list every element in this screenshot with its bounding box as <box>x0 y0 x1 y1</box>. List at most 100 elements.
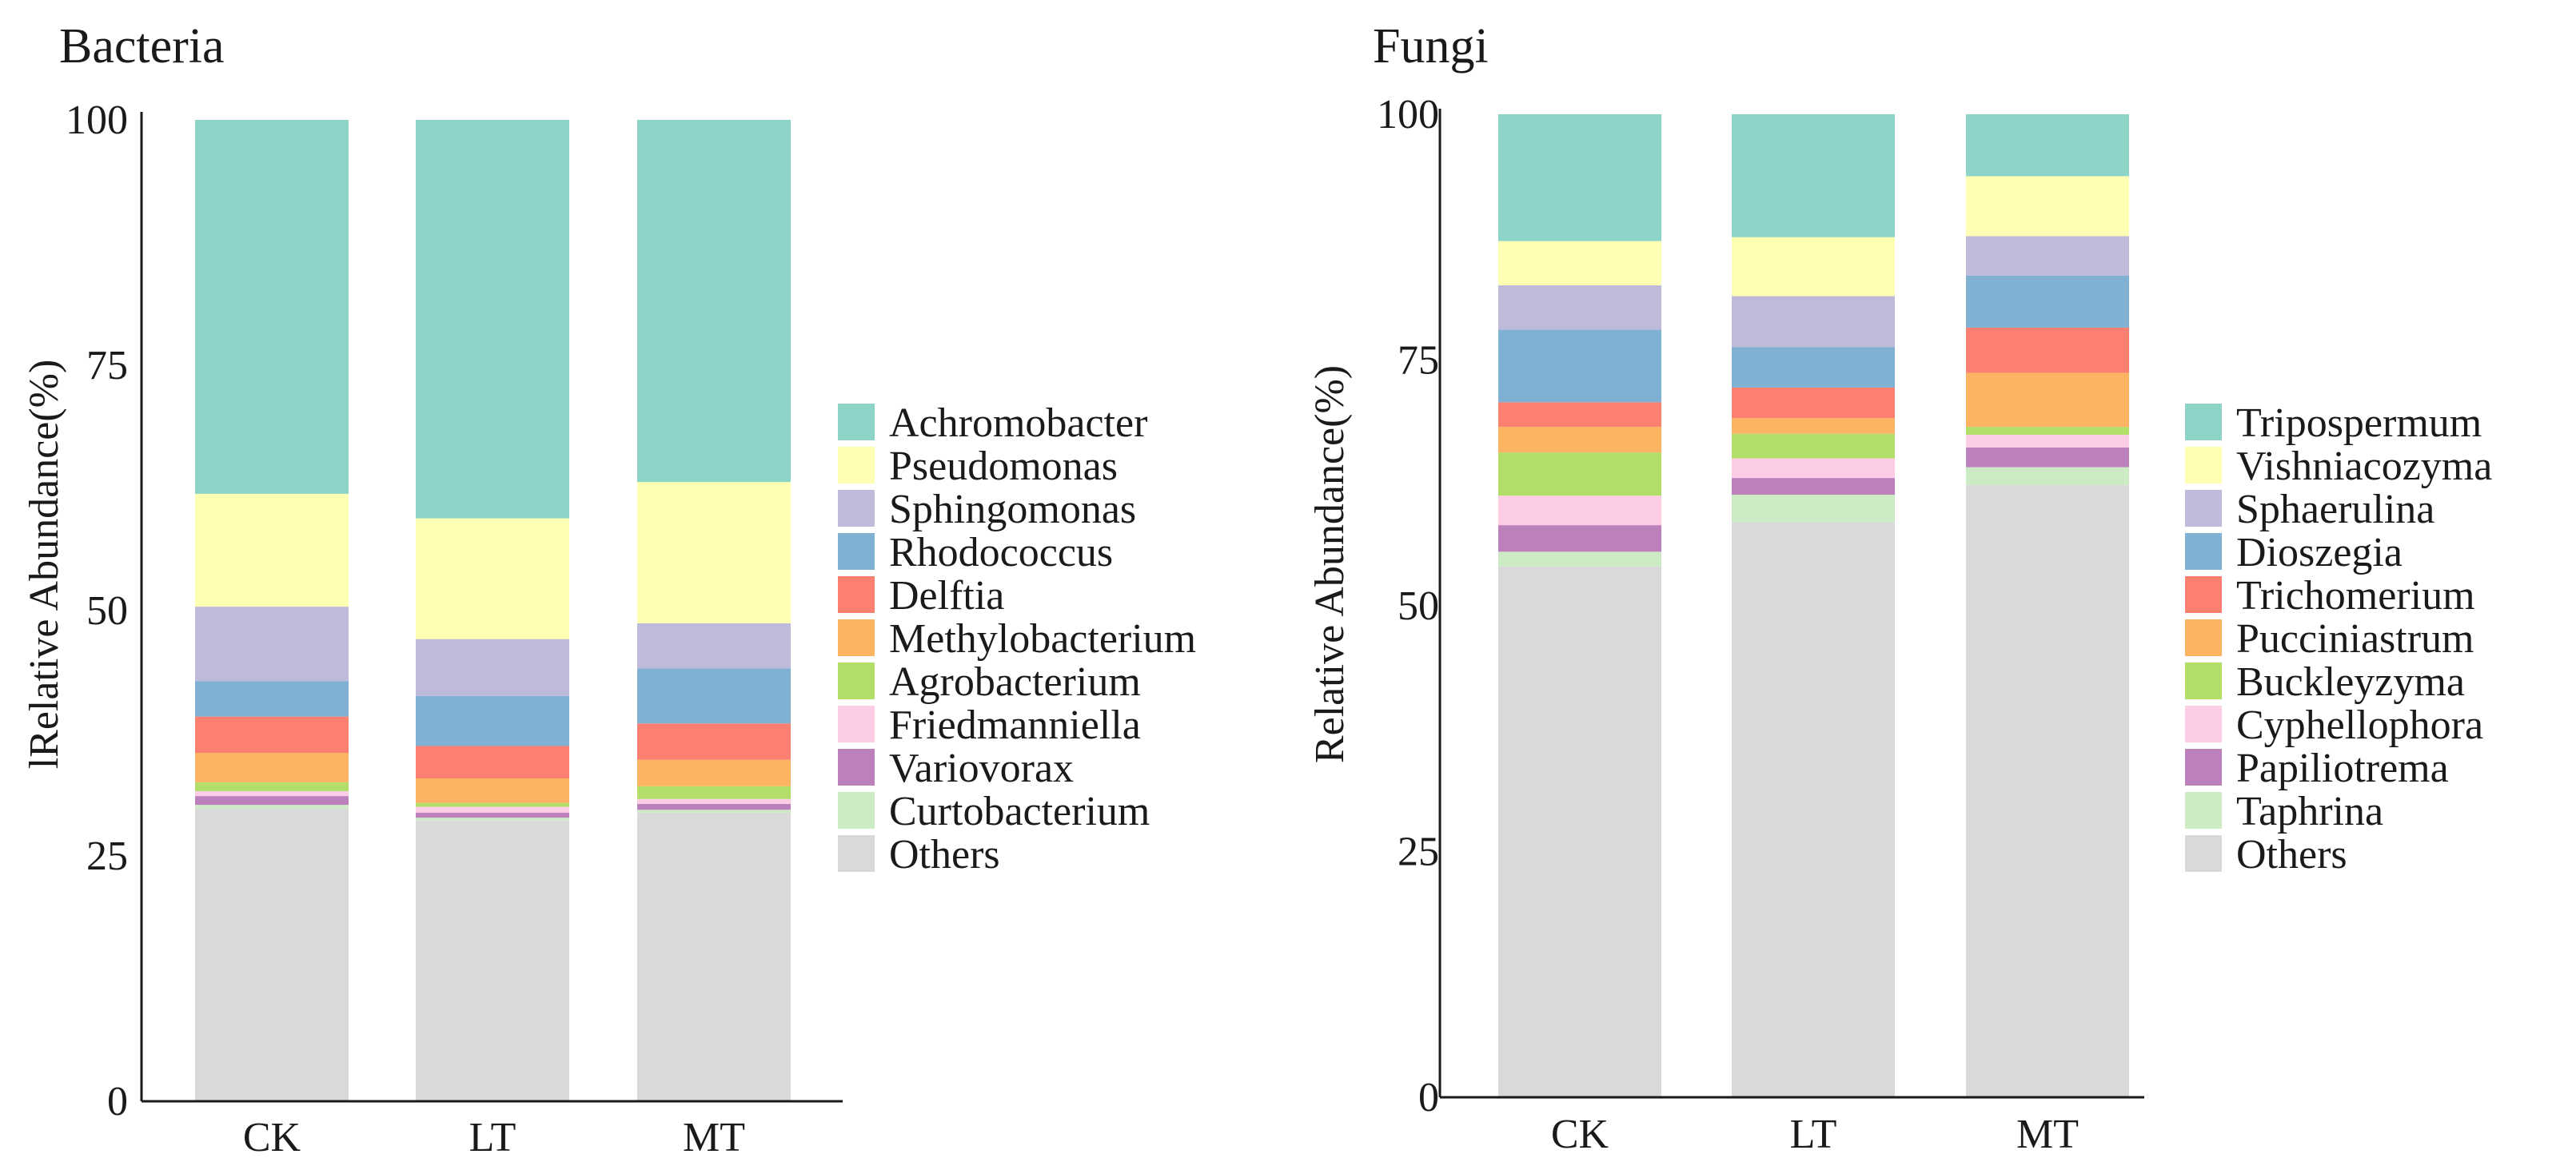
legend-swatch-vishniacozyma <box>2185 447 2222 484</box>
bar-segment-lt-others <box>1732 522 1895 1097</box>
x-tick-label: CK <box>1551 1112 1609 1157</box>
bar-segment-mt-rhodococcus <box>637 668 791 724</box>
legend-swatch-sphaerulina <box>2185 490 2222 527</box>
bar-segment-lt-agrobacterium <box>416 802 569 807</box>
y-tick-label: 0 <box>107 1079 128 1124</box>
legend-swatch-others <box>2185 835 2222 872</box>
bar-segment-ck-achromobacter <box>195 120 349 494</box>
y-tick-label: 100 <box>1377 92 1439 137</box>
legend-label: Buckleyzyma <box>2236 659 2465 705</box>
y-tick-label: 0 <box>1418 1075 1439 1120</box>
bar-segment-mt-taphrina <box>1966 467 2129 485</box>
bar-segment-ck-curtobacterium <box>195 805 349 810</box>
bar-segment-lt-papiliotrema <box>1732 478 1895 495</box>
bar-segment-lt-variovorax <box>416 812 569 818</box>
legend-swatch-achromobacter <box>838 404 875 440</box>
legend-label: Tripospermum <box>2236 400 2482 446</box>
legend-swatch-variovorax <box>838 749 875 786</box>
legend: AchromobacterPseudomonasSphingomonasRhod… <box>838 400 1196 877</box>
bar-segment-ck-agrobacterium <box>195 782 349 791</box>
legend-label: Vishniacozyma <box>2236 444 2492 489</box>
bar-segment-lt-others <box>416 820 569 1101</box>
y-tick-label: 100 <box>66 97 128 143</box>
bar-segment-ck-sphaerulina <box>1498 285 1661 330</box>
legend-label: Cyphellophora <box>2236 702 2483 748</box>
bar-segment-mt-achromobacter <box>637 120 791 483</box>
bar-segment-ck-cyphellophora <box>1498 495 1661 526</box>
legend-label: Papiliotrema <box>2236 746 2449 791</box>
y-tick-label: 25 <box>1398 830 1439 875</box>
bar-segment-mt-delftia <box>637 723 791 760</box>
bacteria-panel: Bacteria lRelative Abundance(%) 0 25 50 75 1… <box>22 19 1196 1160</box>
y-tick-label: 50 <box>1398 583 1439 629</box>
chart-title: Bacteria <box>59 19 225 74</box>
bar-segment-mt-sphingomonas <box>637 623 791 669</box>
legend-swatch-buckleyzyma <box>2185 663 2222 699</box>
bar-segment-ck-others <box>195 809 349 1101</box>
bar-segment-ck-methylobacterium <box>195 753 349 782</box>
bar-segment-mt-trichomerium <box>1966 327 2129 373</box>
y-axis-label: lRelative Abundance(%) <box>22 360 67 770</box>
y-tick-label: 50 <box>86 588 128 634</box>
legend-label: Others <box>889 832 1000 877</box>
bar-stacks <box>1498 114 2129 1097</box>
legend-swatch-curtobacterium <box>838 792 875 829</box>
y-axis-ticks: 0 25 50 75 100 <box>66 97 128 1124</box>
bar-segment-mt-sphaerulina <box>1966 236 2129 276</box>
bar-segment-ck-pucciniastrum <box>1498 427 1661 453</box>
legend-swatch-methylobacterium <box>838 619 875 656</box>
legend-swatch-tripospermum <box>2185 404 2222 440</box>
bar-segment-ck-vishniacozyma <box>1498 241 1661 286</box>
bar-segment-lt-buckleyzyma <box>1732 433 1895 459</box>
legend-label: Sphaerulina <box>2236 487 2434 532</box>
bar-segment-ck-buckleyzyma <box>1498 452 1661 496</box>
bar-segment-mt-dioszegia <box>1966 275 2129 328</box>
fungi-panel: Fungi Relative Abundance(%) 0 25 50 75 100 C… <box>1307 19 2492 1157</box>
bar-segment-mt-vishniacozyma <box>1966 176 2129 237</box>
bar-segment-ck-others <box>1498 566 1661 1097</box>
legend-swatch-trichomerium <box>2185 576 2222 613</box>
x-axis-ticks: CK LT MT <box>1551 1112 2079 1157</box>
legend-label: Achromobacter <box>889 400 1147 446</box>
bar-segment-ck-papiliotrema <box>1498 525 1661 552</box>
bar-segment-mt-agrobacterium <box>637 786 791 799</box>
x-tick-label: CK <box>243 1115 301 1160</box>
x-axis-ticks: CK LT MT <box>243 1115 745 1160</box>
bar-segment-ck-delftia <box>195 716 349 754</box>
bar-segment-lt-methylobacterium <box>416 778 569 803</box>
bar-segment-ck-sphingomonas <box>195 607 349 682</box>
legend-label: Friedmanniella <box>889 702 1141 748</box>
bar-segment-ck-tripospermum <box>1498 114 1661 241</box>
bar-segment-lt-rhodococcus <box>416 695 569 746</box>
legend-swatch-agrobacterium <box>838 663 875 699</box>
x-tick-label: MT <box>683 1115 745 1160</box>
bar-segment-lt-achromobacter <box>416 120 569 519</box>
legend-label: Sphingomonas <box>889 487 1136 532</box>
bar-segment-ck-pseudomonas <box>195 493 349 607</box>
bar-segment-mt-others <box>1966 484 2129 1097</box>
bar-segment-lt-sphingomonas <box>416 639 569 696</box>
bar-segment-lt-delftia <box>416 746 569 778</box>
legend-label: Trichomerium <box>2236 573 2475 619</box>
bar-segment-mt-friedmanniella <box>637 798 791 804</box>
legend-label: Delftia <box>889 573 1004 619</box>
legend-label: Pseudomonas <box>889 444 1118 489</box>
bar-segment-mt-pseudomonas <box>637 482 791 623</box>
bar-segment-lt-vishniacozyma <box>1732 237 1895 296</box>
bar-segment-mt-cyphellophora <box>1966 434 2129 448</box>
legend-swatch-others <box>838 835 875 872</box>
bar-segment-mt-curtobacterium <box>637 810 791 813</box>
bar-stacks <box>195 120 791 1101</box>
legend-swatch-taphrina <box>2185 792 2222 829</box>
bar-segment-lt-pseudomonas <box>416 518 569 639</box>
bar-segment-lt-tripospermum <box>1732 114 1895 237</box>
legend-swatch-friedmanniella <box>838 706 875 742</box>
legend-label: Dioszegia <box>2236 530 2403 575</box>
chart-title: Fungi <box>1373 19 1489 74</box>
legend-label: Variovorax <box>889 746 1074 791</box>
y-tick-label: 75 <box>1398 338 1439 384</box>
bar-segment-mt-others <box>637 812 791 1101</box>
legend-label: Pucciniastrum <box>2236 616 2474 662</box>
legend-swatch-pseudomonas <box>838 447 875 484</box>
bar-segment-mt-tripospermum <box>1966 114 2129 177</box>
